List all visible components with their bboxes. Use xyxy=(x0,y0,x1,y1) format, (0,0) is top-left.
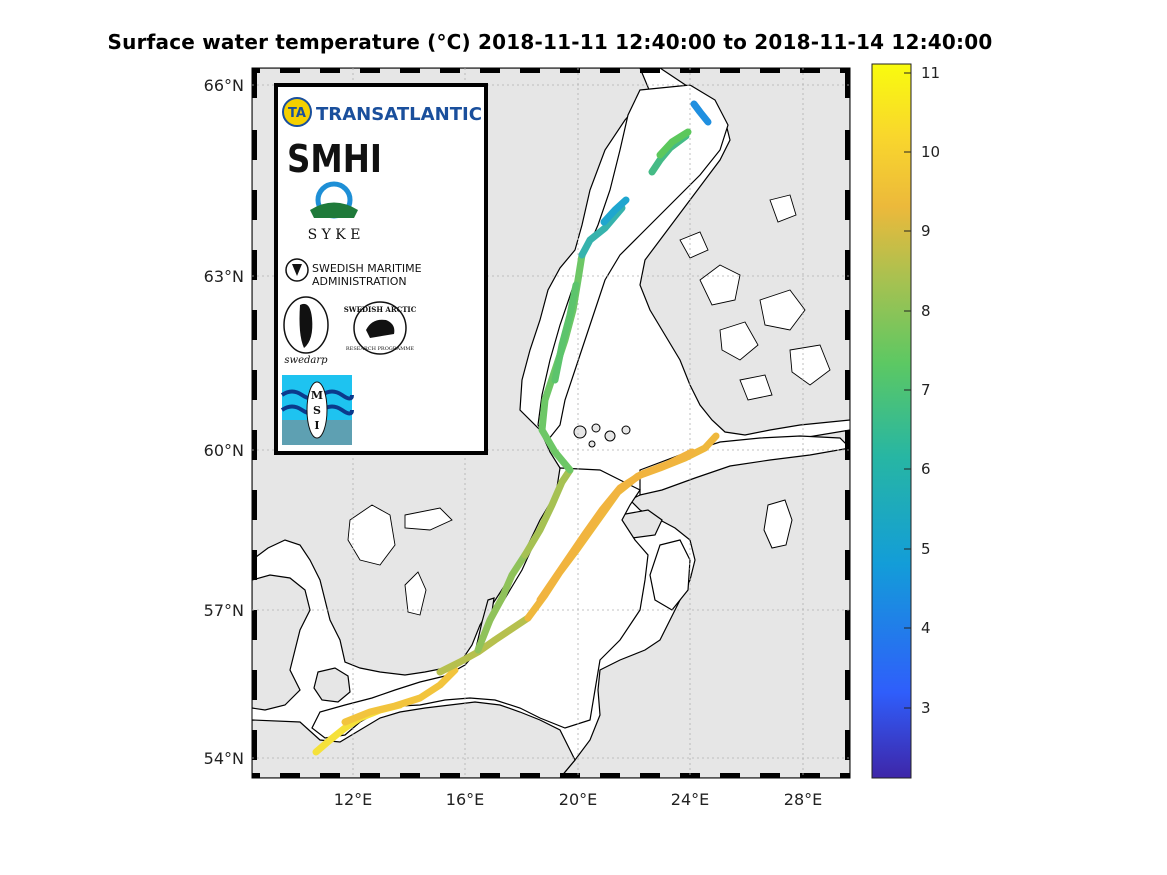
logo-panel: TA TRANSATLANTIC SMHI S Y K E SWEDISH MA… xyxy=(274,83,488,455)
arctic-seal-icon xyxy=(353,301,407,355)
arctic-subtitle: RESEARCH PROGRAMME xyxy=(346,346,414,352)
lakes-finland xyxy=(679,194,831,401)
sea-gulf-of-finland xyxy=(639,435,850,496)
colorbar-tick-7: 7 xyxy=(921,381,931,399)
lon-tick-16: 16°E xyxy=(446,790,484,809)
colorbar-gradient xyxy=(871,63,912,779)
lat-tick-labels: 66°N 63°N 60°N 57°N 54°N xyxy=(204,76,244,768)
gulf-of-riga xyxy=(649,539,691,611)
transatlantic-badge-icon xyxy=(282,97,312,127)
transatlantic-wordmark: TRANSATLANTIC xyxy=(316,104,482,125)
lon-tick-24: 24°E xyxy=(671,790,709,809)
ship-track xyxy=(312,100,720,756)
map-border-ticks xyxy=(252,68,850,778)
land-zealand xyxy=(313,667,351,703)
colorbar-tick-9: 9 xyxy=(921,222,931,240)
msi-letter-m: M xyxy=(311,389,323,402)
lake-peipus xyxy=(763,499,793,549)
track-segment-ladder-a xyxy=(474,551,529,654)
land-finland xyxy=(639,68,850,436)
colorbar-tick-6: 6 xyxy=(921,460,931,478)
syke-logo: S Y K E xyxy=(308,181,361,243)
lat-tick-60: 60°N xyxy=(204,441,244,460)
arctic-logo: SWEDISH ARCTIC RESEARCH PROGRAMME xyxy=(344,301,417,355)
land-denmark xyxy=(252,574,311,711)
msi-letter-i: I xyxy=(314,419,319,432)
plot-title: Surface water temperature (°C) 2018-11-1… xyxy=(107,30,993,54)
colorbar-tick-3: 3 xyxy=(921,699,931,717)
colorbar-ticks xyxy=(904,72,911,709)
transatlantic-mark: TA xyxy=(288,106,306,121)
track-segment-south-2 xyxy=(341,666,459,726)
arctic-wordmark: SWEDISH ARCTIC xyxy=(344,305,417,314)
colorbar-tick-labels: 11 10 9 8 7 6 5 4 3 xyxy=(921,64,940,717)
syke-island-icon xyxy=(310,202,358,218)
track-segment-east-2 xyxy=(536,448,696,604)
track-segment-bothnian-2 xyxy=(551,281,580,384)
lon-tick-labels: 12°E 16°E 20°E 24°E 28°E xyxy=(334,790,822,809)
lat-tick-54: 54°N xyxy=(204,749,244,768)
track-segment-west-up xyxy=(521,466,574,559)
sma-crest-icon xyxy=(285,258,309,282)
colorbar-tick-8: 8 xyxy=(921,302,931,320)
sma-logo: SWEDISH MARITIME ADMINISTRATION xyxy=(285,258,422,288)
lon-tick-28: 28°E xyxy=(784,790,822,809)
swedarp-wordmark: swedarp xyxy=(284,355,328,366)
colorbar: 11 10 9 8 7 6 5 4 3 xyxy=(871,63,940,779)
lat-tick-66: 66°N xyxy=(204,76,244,95)
msi-logo: M S I xyxy=(280,375,354,445)
transatlantic-logo: TA TRANSATLANTIC xyxy=(282,97,482,127)
colorbar-tick-10: 10 xyxy=(921,143,940,161)
track-segment-north-4 xyxy=(656,128,692,159)
lon-tick-12: 12°E xyxy=(334,790,372,809)
sma-line-1: SWEDISH MARITIME xyxy=(312,262,422,275)
colorbar-tick-11: 11 xyxy=(921,64,940,82)
lat-tick-63: 63°N xyxy=(204,267,244,286)
track-segment-south-3 xyxy=(436,614,532,676)
smhi-logo: SMHI xyxy=(287,137,382,181)
colorbar-tick-5: 5 xyxy=(921,540,931,558)
islands-aland xyxy=(573,423,631,448)
swedarp-logo: swedarp xyxy=(283,296,329,366)
msi-letter-s: S xyxy=(313,404,321,417)
land-south-coast xyxy=(252,701,576,778)
sma-line-2: ADMINISTRATION xyxy=(312,275,407,288)
lon-tick-20: 20°E xyxy=(559,790,597,809)
colorbar-tick-4: 4 xyxy=(921,619,931,637)
track-segment-north-5 xyxy=(690,100,712,126)
track-segment-north-1 xyxy=(578,204,626,259)
swedarp-penguin-icon xyxy=(283,296,329,354)
syke-wordmark: S Y K E xyxy=(308,227,361,243)
lat-tick-57: 57°N xyxy=(204,601,244,620)
track-segment-north-2 xyxy=(600,196,630,226)
